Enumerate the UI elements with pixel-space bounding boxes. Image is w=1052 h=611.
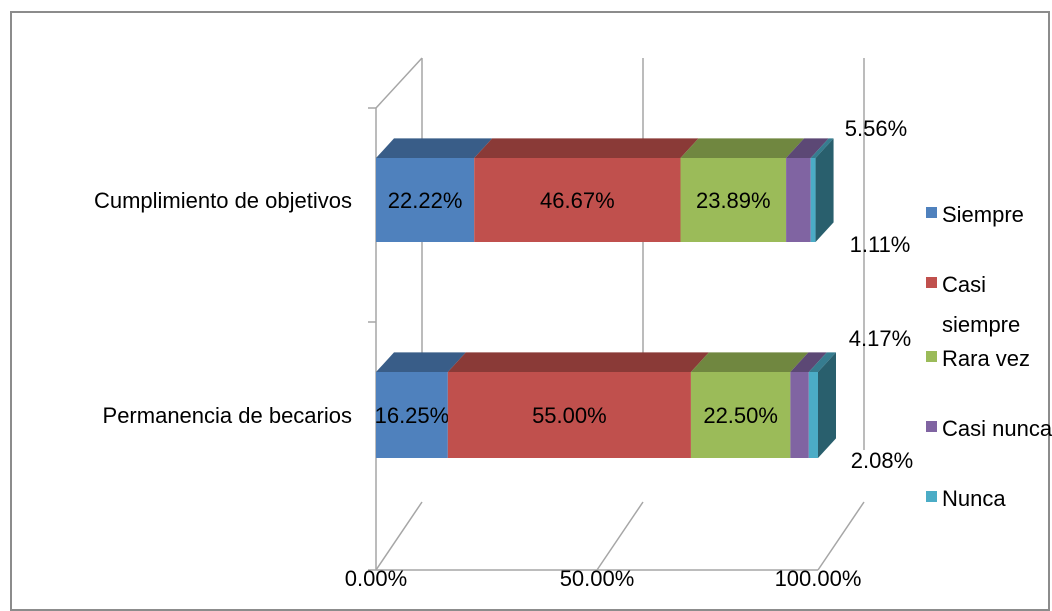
bar-top-face <box>376 138 493 158</box>
x-tick-label: 0.00% <box>345 566 407 591</box>
bar-top-face <box>447 352 709 372</box>
legend-swatch <box>926 207 937 218</box>
legend-swatch <box>926 351 937 362</box>
bar-segment <box>786 158 811 242</box>
bar-segment <box>447 372 691 458</box>
category-label: Permanencia de becarios <box>103 403 352 428</box>
bar-segment <box>680 158 787 242</box>
bar-top-face <box>786 138 829 158</box>
legend-swatch <box>926 421 937 432</box>
data-label: 2.08% <box>851 448 913 473</box>
legend-label: Casi <box>942 272 986 297</box>
chart-frame <box>10 11 1050 611</box>
bar-top-face <box>680 138 805 158</box>
bar-top-face <box>810 138 834 158</box>
bar-segment <box>790 372 809 458</box>
bar-top-face <box>790 352 827 372</box>
legend-label: Casi nunca <box>942 416 1052 441</box>
floor-gridline <box>375 501 423 571</box>
bar-top-face <box>808 352 836 372</box>
category-label: Cumplimiento de objetivos <box>94 188 352 213</box>
data-label: 55.00% <box>532 403 607 428</box>
bar-side-face <box>815 138 834 242</box>
bar-segment <box>810 158 816 242</box>
bar-segment <box>808 372 818 458</box>
data-label: 1.11% <box>850 232 911 257</box>
bar-side-face <box>818 352 836 458</box>
data-label: 46.67% <box>540 188 615 213</box>
legend-label: Rara vez <box>942 346 1030 371</box>
floor-gridline <box>596 501 644 571</box>
data-label: 5.56% <box>845 116 907 141</box>
bar-top-face <box>690 352 809 372</box>
x-tick-label: 50.00% <box>560 566 635 591</box>
floor-gridline <box>817 501 865 571</box>
legend-swatch <box>926 277 937 288</box>
bar-segment <box>376 372 448 458</box>
bar-top-face <box>474 138 699 158</box>
data-label: 22.50% <box>703 403 778 428</box>
data-label: 22.22% <box>388 188 463 213</box>
legend-label-continued: siempre <box>942 312 1020 337</box>
legend-label: Nunca <box>942 486 1006 511</box>
data-label: 16.25% <box>375 403 450 428</box>
data-label: 4.17% <box>849 326 911 351</box>
bar-top-face <box>376 352 466 372</box>
bar-segment <box>690 372 791 458</box>
y-axis-depth-line <box>375 57 423 109</box>
bar-segment <box>474 158 681 242</box>
data-label: 23.89% <box>696 188 771 213</box>
x-tick-label: 100.00% <box>775 566 862 591</box>
legend-label: Siempre <box>942 202 1024 227</box>
bar-segment <box>376 158 475 242</box>
legend-swatch <box>926 491 937 502</box>
